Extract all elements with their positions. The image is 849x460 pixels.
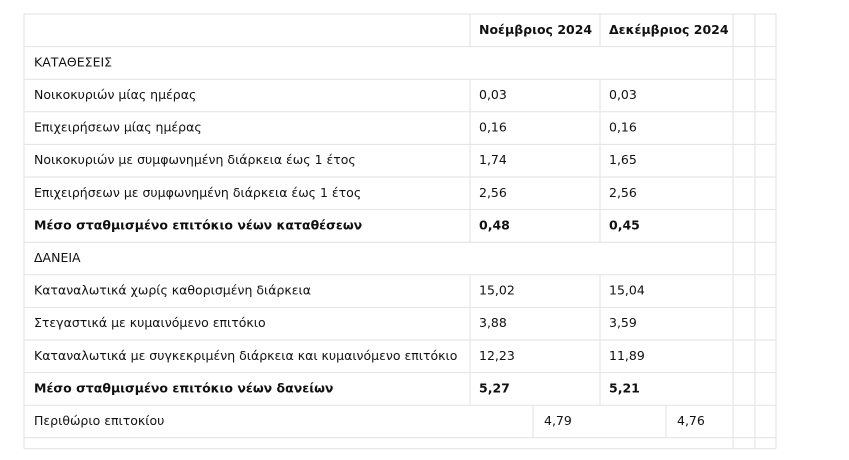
cell-value: 0,03: [479, 87, 507, 102]
average-label: Μέσο σταθμισμένο επιτόκιο νέων δανείων: [34, 380, 333, 395]
cell-value: 1,65: [609, 152, 637, 167]
margin-label: Περιθώριο επιτοκίου: [34, 413, 164, 428]
column-header: Δεκέμβριος 2024: [609, 22, 729, 37]
section-title: ΔΑΝΕΙΑ: [34, 250, 81, 265]
row-label: Καταναλωτικά χωρίς καθορισμένη διάρκεια: [34, 283, 311, 298]
cell-value: 15,02: [479, 283, 515, 298]
cell-value: 0,16: [609, 120, 637, 135]
section-title: ΚΑΤΑΘΕΣΕΙΣ: [34, 54, 112, 69]
average-value: 5,21: [609, 380, 640, 395]
cell-value: 1,74: [479, 152, 507, 167]
row-label: Επιχειρήσεων μίας ημέρας: [34, 120, 202, 135]
cell-value: 2,56: [609, 185, 637, 200]
cell-value: 15,04: [609, 283, 645, 298]
cell-value: 3,59: [609, 315, 637, 330]
cell-value: 12,23: [479, 348, 515, 363]
row-label: Επιχειρήσεων με συμφωνημένη διάρκεια έως…: [34, 185, 361, 200]
column-header: Νοέμβριος 2024: [479, 22, 592, 37]
average-value: 0,48: [479, 217, 510, 232]
cell-value: 0,03: [609, 87, 637, 102]
average-value: 5,27: [479, 380, 510, 395]
cell-value: 3,88: [479, 315, 507, 330]
cell-value: 11,89: [609, 348, 645, 363]
average-label: Μέσο σταθμισμένο επιτόκιο νέων καταθέσεω…: [34, 217, 362, 232]
row-label: Στεγαστικά με κυμαινόμενο επιτόκιο: [34, 315, 266, 330]
row-label: Νοικοκυριών με συμφωνημένη διάρκεια έως …: [34, 152, 356, 167]
cell-value: 0,16: [479, 120, 507, 135]
row-label: Καταναλωτικά με συγκεκριμένη διάρκεια κα…: [34, 348, 457, 363]
cell-value: 2,56: [479, 185, 507, 200]
margin-value: 4,79: [544, 413, 572, 428]
margin-value: 4,76: [677, 413, 705, 428]
average-value: 0,45: [609, 217, 640, 232]
row-label: Νοικοκυριών μίας ημέρας: [34, 87, 196, 102]
